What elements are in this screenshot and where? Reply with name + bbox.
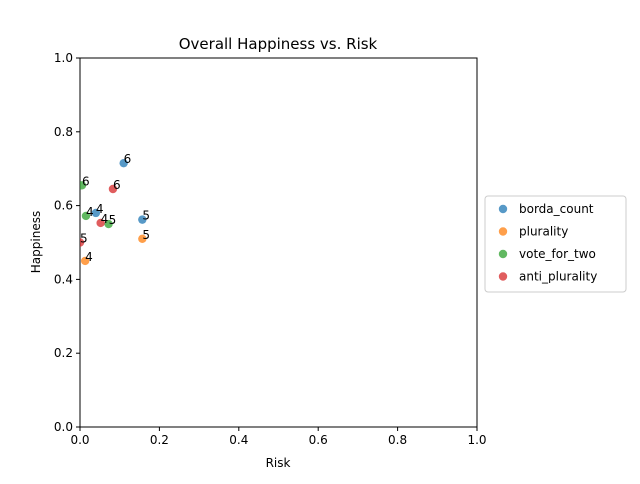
x-axis-label: Risk bbox=[266, 456, 291, 470]
legend-marker-anti_plurality bbox=[498, 272, 508, 281]
y-axis-label: Happiness bbox=[29, 211, 43, 273]
legend-marker-borda_count bbox=[498, 204, 508, 214]
scatter-point-anti_plurality bbox=[108, 184, 118, 194]
y-tick-label: 0.6 bbox=[54, 199, 73, 213]
legend-marker-vote_for_two bbox=[498, 249, 508, 259]
legend-label-borda_count: borda_count bbox=[519, 202, 594, 216]
y-tick-label: 0.4 bbox=[54, 272, 73, 286]
plot-frame bbox=[79, 57, 478, 428]
x-tick-label: 0.2 bbox=[150, 433, 169, 447]
legend-label-vote_for_two: vote_for_two bbox=[519, 247, 596, 261]
scatter-point-anti_plurality bbox=[96, 218, 105, 228]
scatter-point-borda_count bbox=[119, 158, 128, 168]
point-label: 4 bbox=[85, 250, 93, 264]
chart-title: Overall Happiness vs. Risk bbox=[179, 35, 378, 53]
legend-marker-plurality bbox=[498, 227, 508, 236]
point-label: 5 bbox=[142, 228, 150, 242]
point-label: 5 bbox=[109, 213, 117, 227]
scatter-point-plurality bbox=[80, 256, 90, 266]
scatter-point-vote_for_two bbox=[81, 211, 91, 221]
point-label: 6 bbox=[82, 174, 90, 188]
scatter-point-anti_plurality bbox=[80, 238, 85, 247]
x-tick-label: 0.6 bbox=[309, 433, 328, 447]
point-label: 4 bbox=[101, 212, 109, 226]
plot-area: 0.0 0.2 0.4 0.6 0.8 1.00.00.20.40.60.81.064 55… bbox=[54, 51, 487, 447]
x-tick-label: 0.0 bbox=[70, 433, 89, 447]
legend: borda_count plurality vote_for_two anti_plu… bbox=[484, 195, 627, 293]
y-tick-label: 0.2 bbox=[54, 346, 73, 360]
point-label: 4 bbox=[96, 202, 104, 216]
scatter-point-vote_for_two bbox=[104, 219, 113, 229]
x-tick-label: 0.8 bbox=[388, 433, 407, 447]
y-tick-label: 0.8 bbox=[54, 125, 73, 139]
legend-label-anti_plurality: anti_plurality bbox=[519, 270, 597, 284]
scatter-point-borda_count bbox=[91, 208, 101, 218]
point-label: 4 bbox=[86, 205, 94, 219]
point-label: 6 bbox=[124, 152, 132, 166]
y-tick-label: 0.0 bbox=[54, 420, 73, 434]
x-tick-label: 0.4 bbox=[229, 433, 248, 447]
scatter-point-borda_count bbox=[138, 215, 147, 224]
legend-frame bbox=[484, 195, 627, 293]
scatter-point-plurality bbox=[138, 234, 147, 244]
point-label: 5 bbox=[142, 209, 150, 223]
legend-label-plurality: plurality bbox=[519, 225, 568, 239]
point-label: 6 bbox=[113, 178, 121, 192]
point-label: 5 bbox=[80, 232, 88, 246]
data-points bbox=[80, 158, 147, 266]
y-tick-label: 1.0 bbox=[54, 51, 73, 65]
x-tick-label: 1.0 bbox=[467, 433, 486, 447]
scatter-point-vote_for_two bbox=[80, 181, 87, 190]
